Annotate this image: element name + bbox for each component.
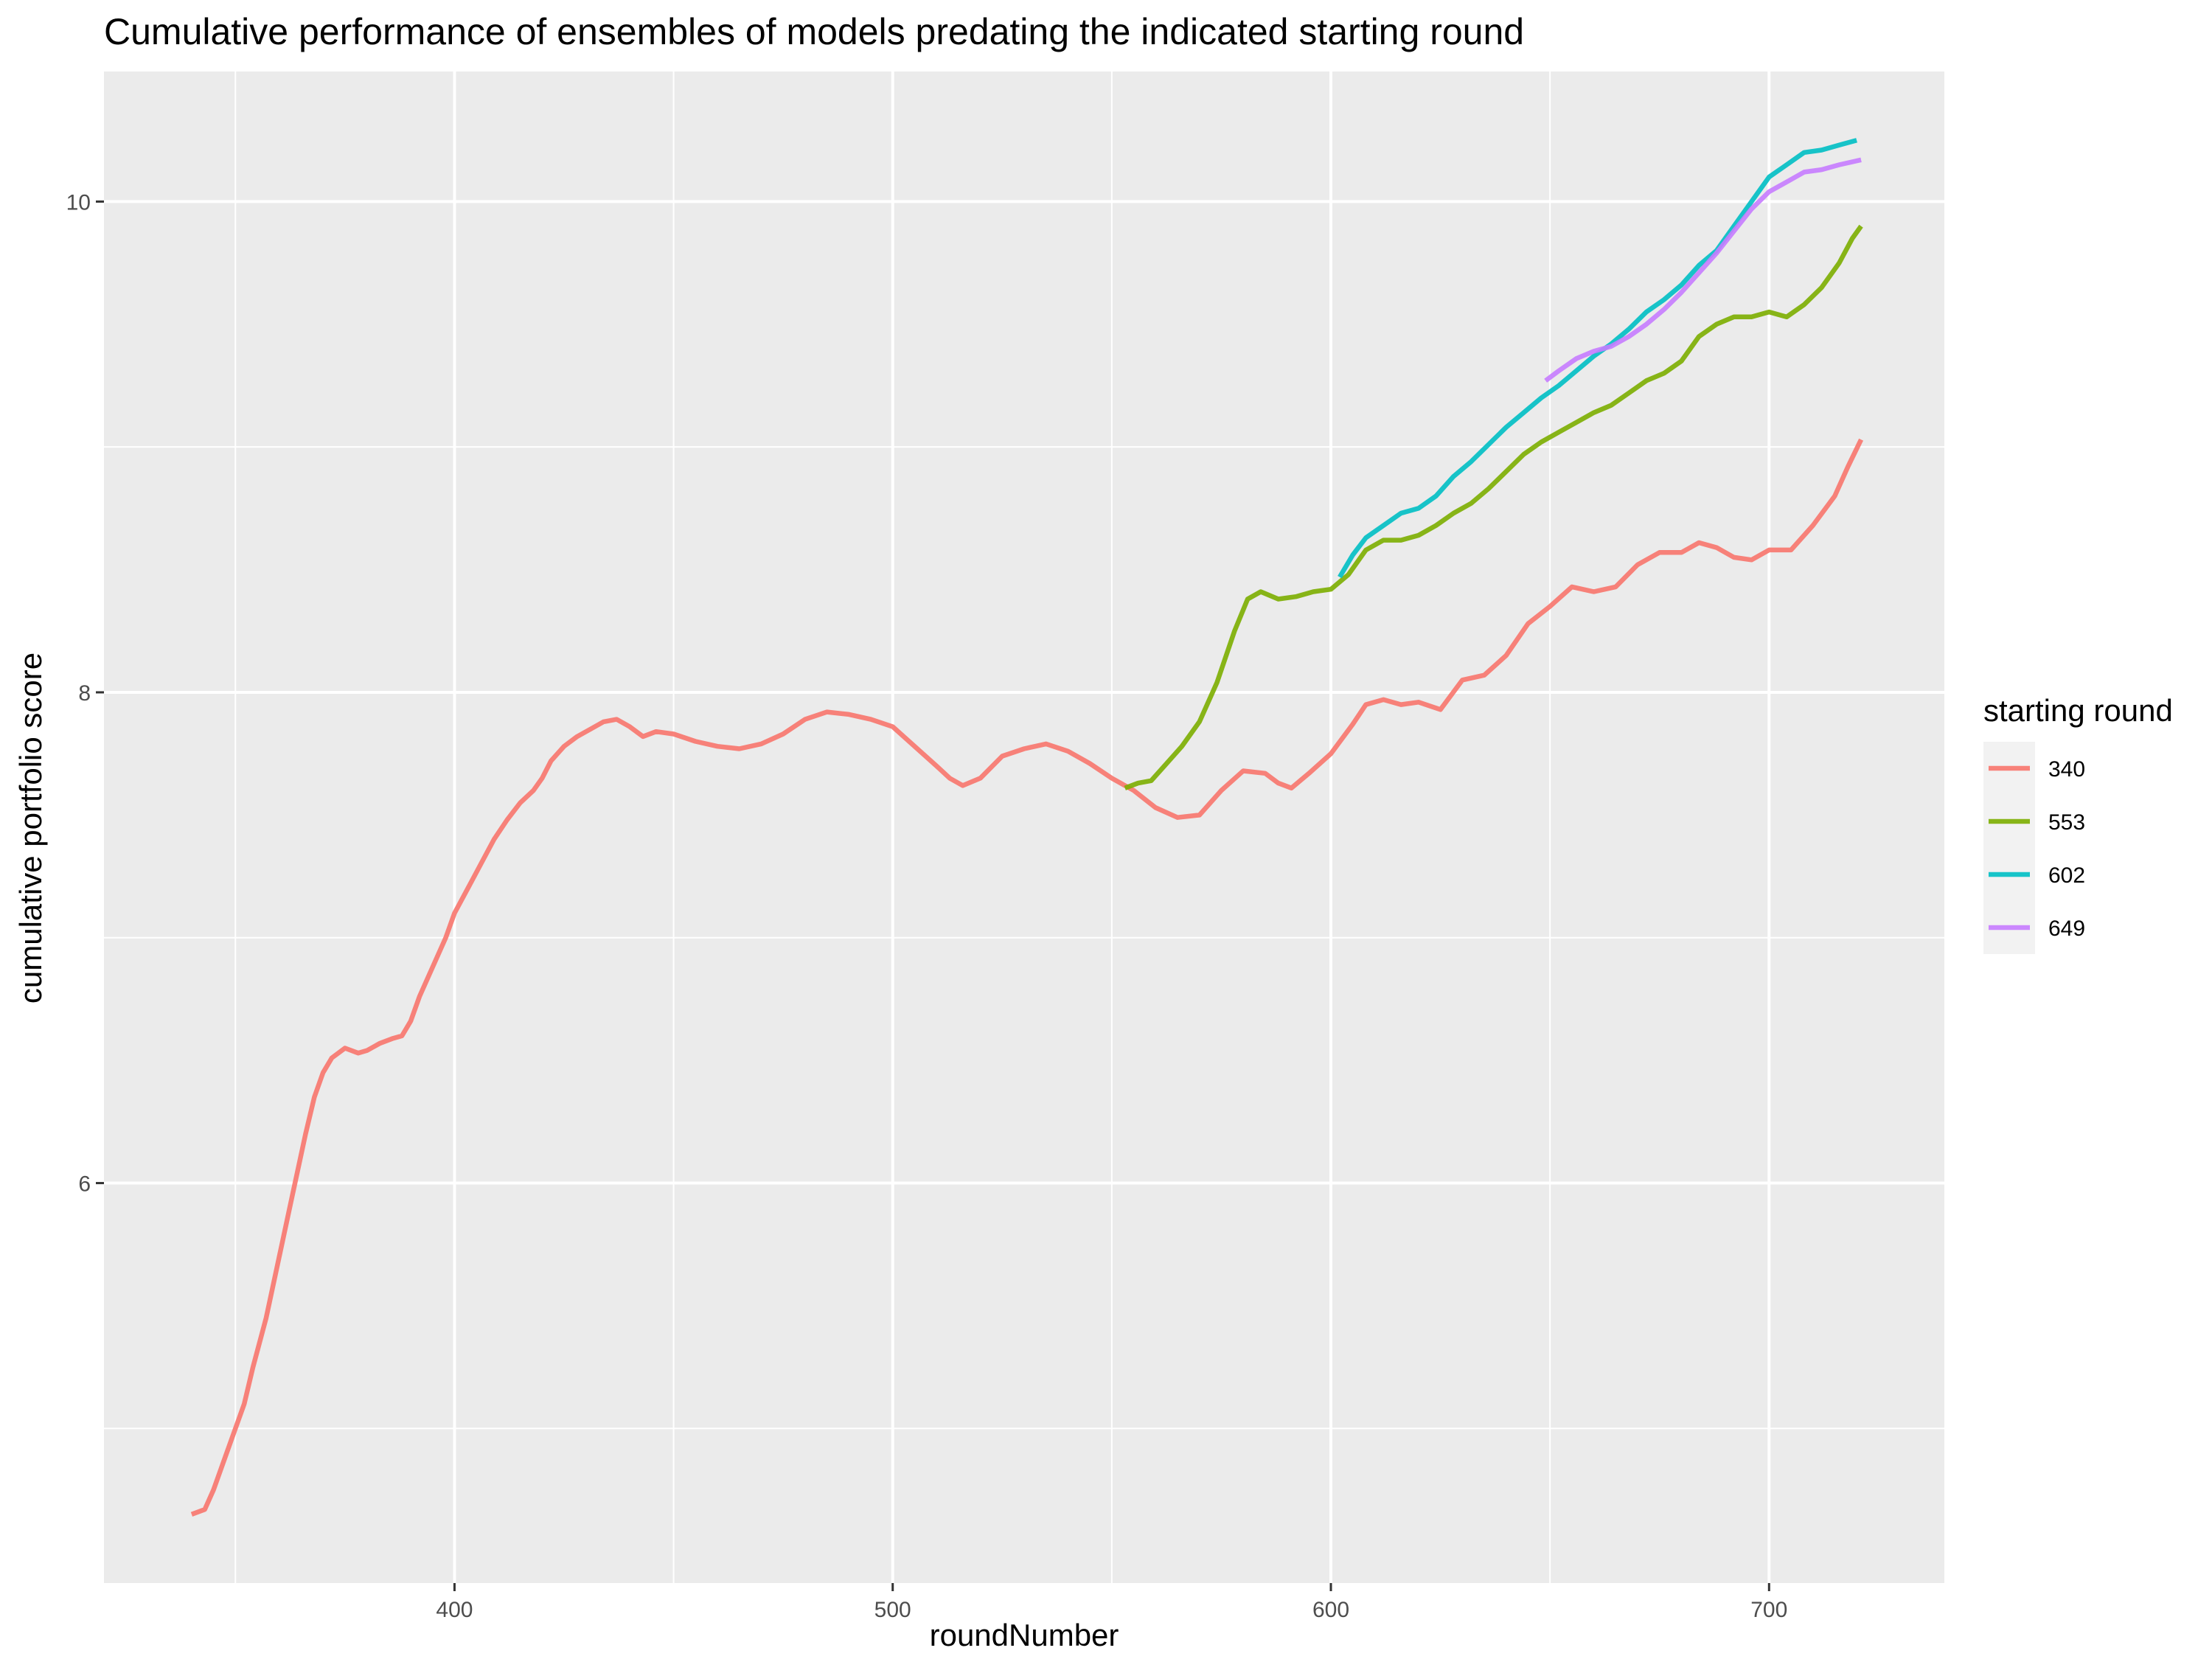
series-line-340 bbox=[190, 438, 1864, 1517]
x-tick-label: 400 bbox=[436, 1598, 473, 1622]
legend-label-602: 602 bbox=[2048, 863, 2085, 888]
x-tick-label: 700 bbox=[1750, 1598, 1787, 1622]
y-tick-label: 8 bbox=[78, 681, 91, 706]
legend: starting round 340 553 602 649 bbox=[1983, 693, 2173, 954]
legend-label-340: 340 bbox=[2048, 757, 2085, 782]
chart-title: Cumulative performance of ensembles of m… bbox=[104, 11, 1524, 52]
y-tick-label: 10 bbox=[66, 190, 91, 215]
y-axis: 6 8 10 bbox=[66, 190, 104, 1197]
minor-gridlines bbox=[104, 72, 1944, 1583]
series-line-649 bbox=[1544, 157, 1862, 383]
legend-title: starting round bbox=[1983, 693, 2173, 728]
series-line-553 bbox=[1124, 224, 1863, 790]
x-axis-title: roundNumber bbox=[930, 1618, 1119, 1652]
y-tick-label: 6 bbox=[78, 1172, 91, 1197]
x-axis: 400 500 600 700 bbox=[436, 1583, 1787, 1622]
legend-label-649: 649 bbox=[2048, 917, 2085, 941]
series-line-602 bbox=[1338, 138, 1857, 579]
x-tick-label: 500 bbox=[874, 1598, 911, 1622]
y-axis-title: cumulative portfolio score bbox=[13, 653, 48, 1004]
series-lines bbox=[190, 138, 1864, 1517]
legend-label-553: 553 bbox=[2048, 810, 2085, 835]
major-gridlines bbox=[104, 72, 1944, 1583]
x-tick-label: 600 bbox=[1312, 1598, 1349, 1622]
